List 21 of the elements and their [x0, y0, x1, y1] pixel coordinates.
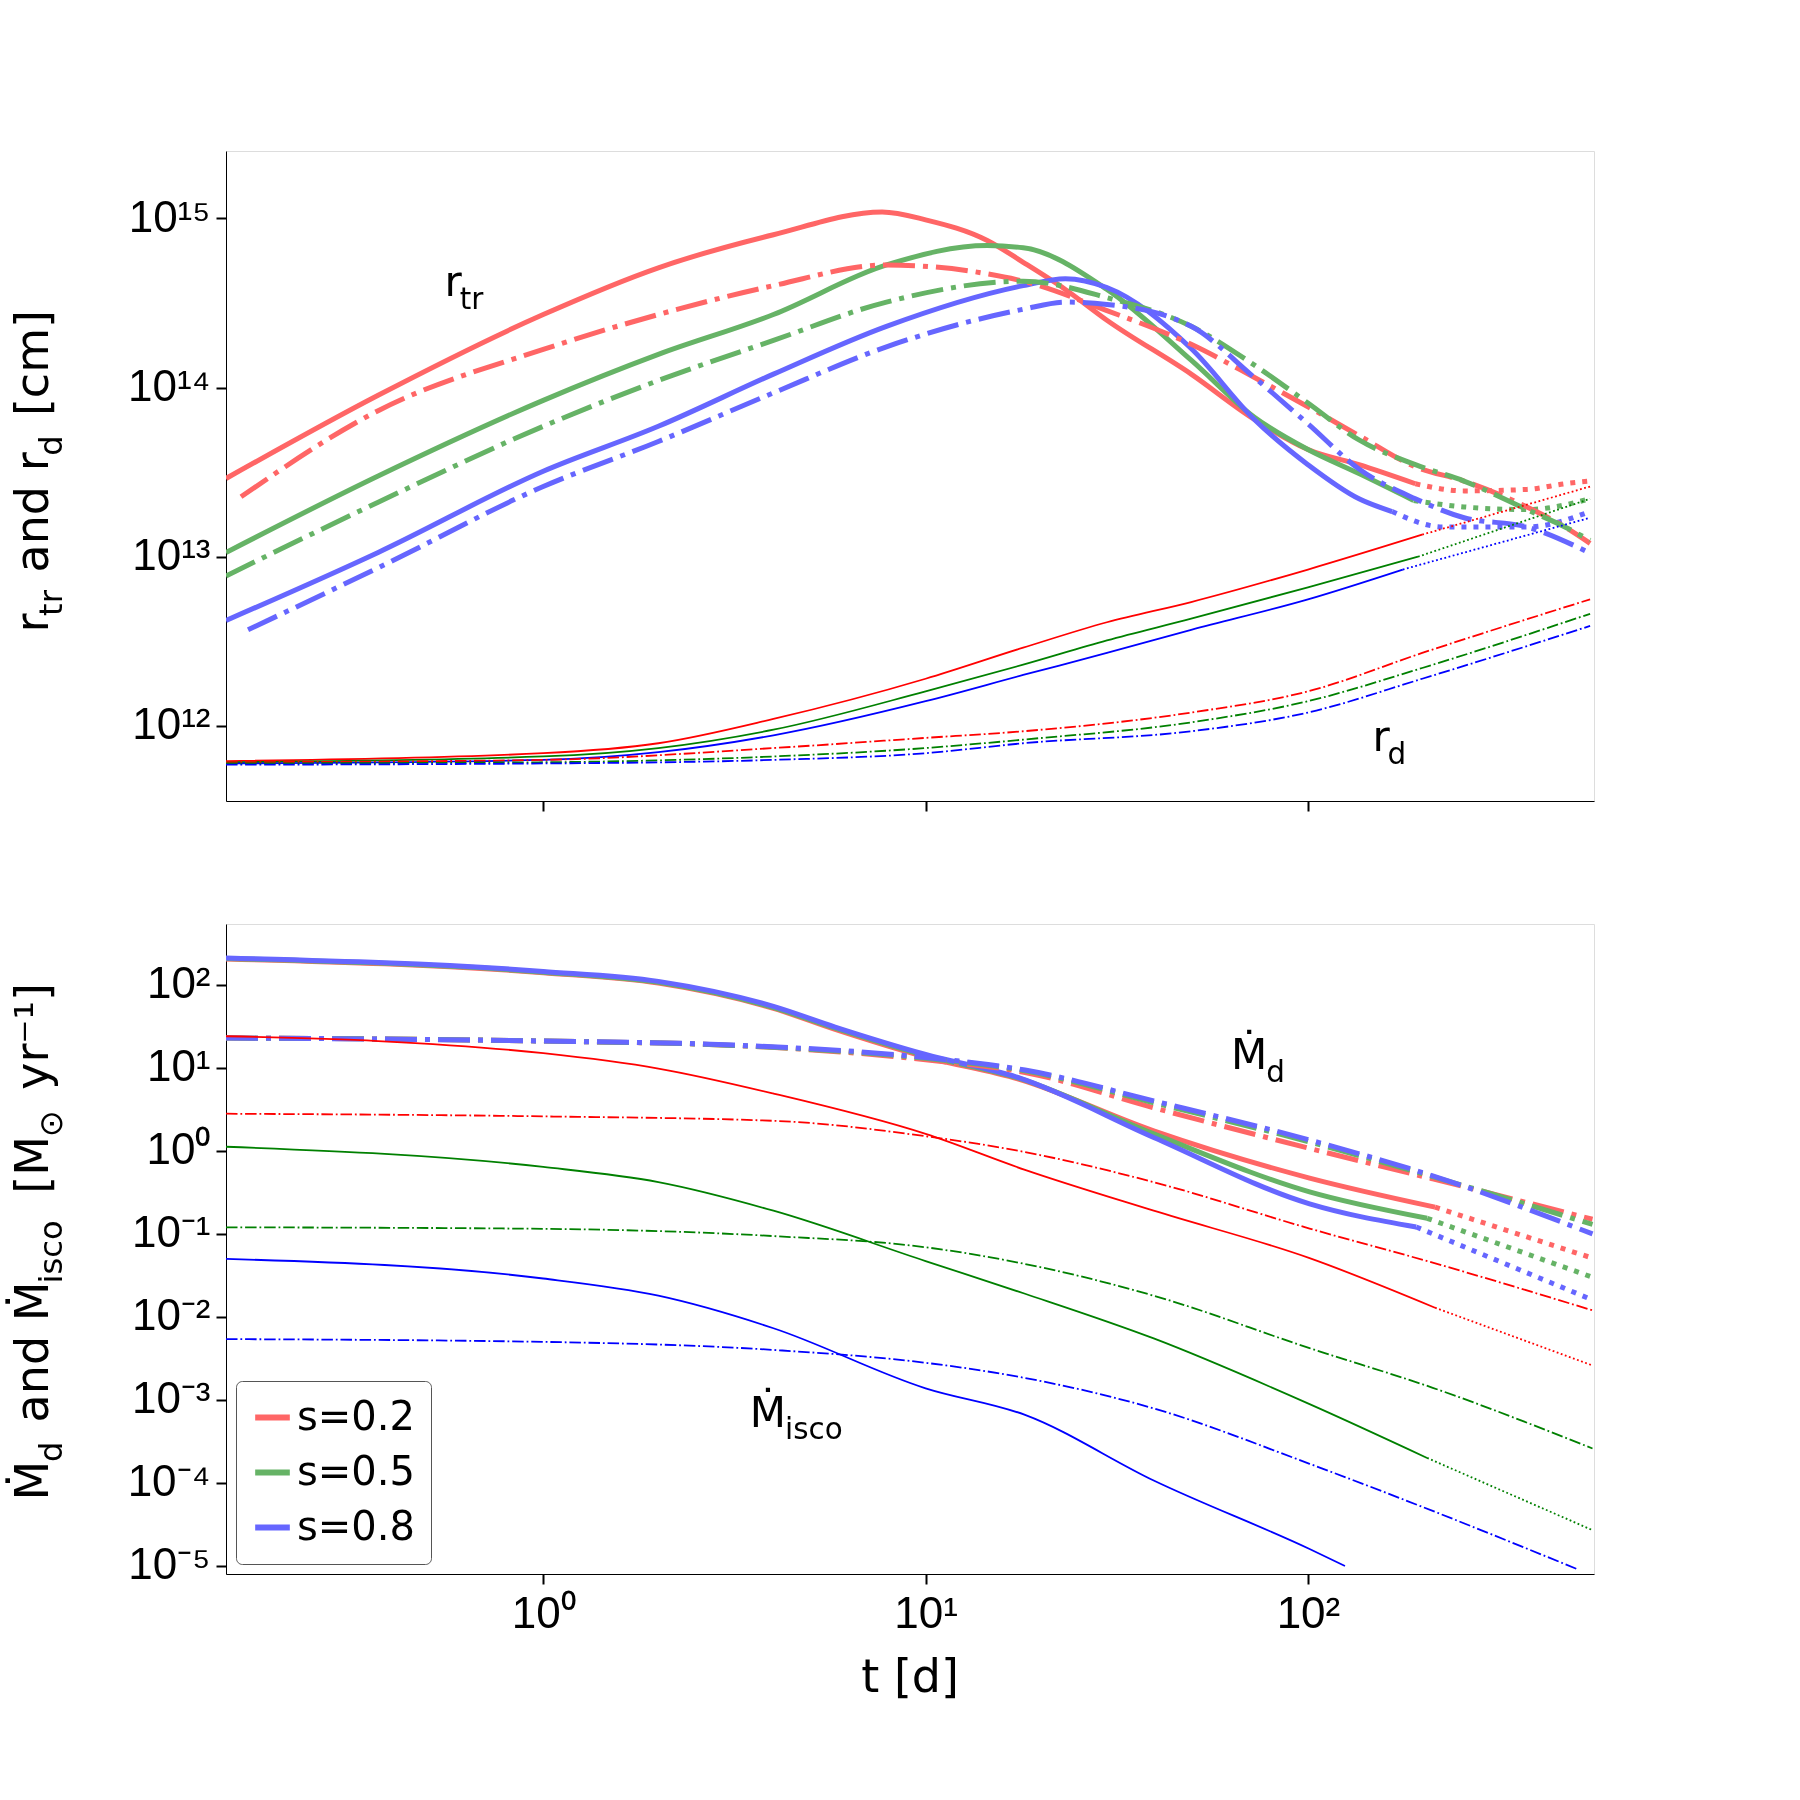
x-tick-label: 10¹	[894, 1587, 958, 1637]
y-tick-label: 10⁻³	[131, 1373, 211, 1423]
y-tick-label: 10⁻²	[131, 1290, 211, 1340]
y-tick-label: 10²	[146, 958, 211, 1008]
legend-label: s=0.8	[297, 1502, 415, 1549]
y-axis-title: Ṁd and Ṁisco [M⊙ yr⁻¹]	[5, 983, 70, 1501]
y-tick-label: 10¹²	[132, 699, 211, 749]
x-tick-label: 10²	[1276, 1587, 1341, 1637]
y-tick-label: 10⁻⁴	[127, 1456, 211, 1506]
y-tick-label: 10⁻¹	[131, 1207, 211, 1257]
legend-label: s=0.2	[297, 1392, 415, 1439]
y-tick-label: 10⁻⁵	[128, 1539, 211, 1589]
y-tick-label: 10⁰	[146, 1124, 211, 1174]
x-axis-title: t [d]	[861, 1649, 959, 1703]
x-tick-label: 10⁰	[511, 1587, 576, 1637]
y-axis-title: rtr and rd [cm]	[5, 310, 70, 633]
y-tick-label: 10¹⁵	[128, 191, 211, 241]
y-tick-label: 10¹³	[132, 530, 211, 580]
legend-label: s=0.5	[297, 1447, 415, 1494]
y-tick-label: 10¹	[146, 1041, 211, 1091]
y-tick-label: 10¹⁴	[128, 361, 211, 411]
